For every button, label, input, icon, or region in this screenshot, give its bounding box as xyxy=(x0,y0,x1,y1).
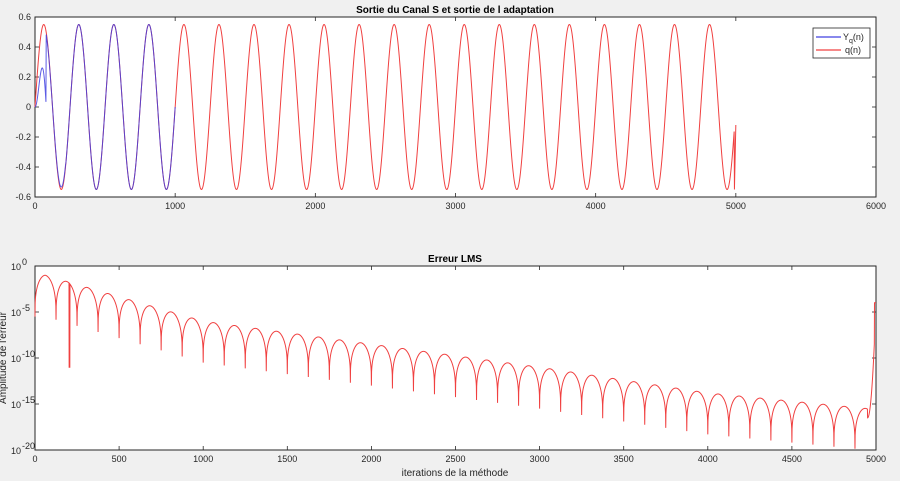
legend: Yq(n) q(n) xyxy=(812,27,871,59)
legend-label-yq-tail: (n) xyxy=(853,32,864,42)
y-tick-label: -0.4 xyxy=(15,162,31,172)
y-tick-label: 10 xyxy=(11,446,21,456)
x-tick-label: 4500 xyxy=(782,454,802,464)
x-tick-label: 0 xyxy=(32,454,37,464)
series-lines xyxy=(34,23,737,191)
y-tick-label: 10 xyxy=(11,262,21,272)
y-tick-exponent: -15 xyxy=(22,395,35,405)
chart-title: Sortie du Canal S et sortie de l adaptat… xyxy=(356,5,554,16)
x-tick-label: 1500 xyxy=(277,454,297,464)
x-tick-label: 2500 xyxy=(445,454,465,464)
series-lines xyxy=(34,274,876,449)
x-tick-label: 2000 xyxy=(305,201,325,211)
x-tick-label: 3000 xyxy=(530,454,550,464)
y-tick-exponent: -10 xyxy=(22,349,35,359)
x-tick-label: 500 xyxy=(112,454,127,464)
x-tick-label: 0 xyxy=(32,201,37,211)
x-ticks: 0 1000 2000 3000 4000 5000 6000 xyxy=(32,17,886,211)
x-tick-label: 5000 xyxy=(866,454,886,464)
y-axis-label: Amplitude de l'erreur xyxy=(0,311,9,404)
legend-box xyxy=(812,27,871,59)
y-tick-exponent: 0 xyxy=(22,257,27,267)
x-ticks: 0 500 1000 1500 2000 2500 3000 3500 4000 4500 5000 xyxy=(32,266,886,464)
x-tick-label: 3000 xyxy=(445,201,465,211)
legend-label-yq: Yq(n) xyxy=(843,32,864,45)
y-tick-label: 10 xyxy=(11,354,21,364)
y-tick-label: 0.2 xyxy=(18,72,31,82)
x-axis-label: iterations de la méthode xyxy=(402,468,509,479)
y-tick-exponent: -5 xyxy=(22,303,30,313)
y-tick-exponent: -20 xyxy=(22,441,35,451)
y-tick-label: 0.6 xyxy=(18,12,31,22)
legend-label-yq-sub: q xyxy=(849,38,853,45)
legend-label-yq-main: Y xyxy=(843,32,849,42)
y-tick-label: 0 xyxy=(26,102,31,112)
chart-signals: Sortie du Canal S et sortie de l adaptat… xyxy=(15,5,886,211)
series-error-line xyxy=(34,274,876,449)
x-tick-label: 5000 xyxy=(726,201,746,211)
y-ticks: 0.6 0.4 0.2 0 -0.2 -0.4 -0.6 xyxy=(15,12,876,202)
y-tick-label: 10 xyxy=(11,308,21,318)
x-tick-label: 4000 xyxy=(698,454,718,464)
series-yq-line xyxy=(34,23,176,191)
chart-title: Erreur LMS xyxy=(428,254,482,265)
x-tick-label: 1000 xyxy=(193,454,213,464)
x-tick-label: 2000 xyxy=(361,454,381,464)
legend-label-q: q(n) xyxy=(845,45,861,55)
y-tick-label: -0.6 xyxy=(15,192,31,202)
y-tick-label: 10 xyxy=(11,400,21,410)
x-tick-label: 3500 xyxy=(614,454,634,464)
x-tick-label: 4000 xyxy=(586,201,606,211)
y-tick-label: -0.2 xyxy=(15,132,31,142)
x-tick-label: 6000 xyxy=(866,201,886,211)
x-tick-label: 1000 xyxy=(165,201,185,211)
chart-error: Erreur LMS 0 500 1000 1500 2000 2500 3000 3500 4… xyxy=(0,254,886,479)
y-tick-label: 0.4 xyxy=(18,42,31,52)
